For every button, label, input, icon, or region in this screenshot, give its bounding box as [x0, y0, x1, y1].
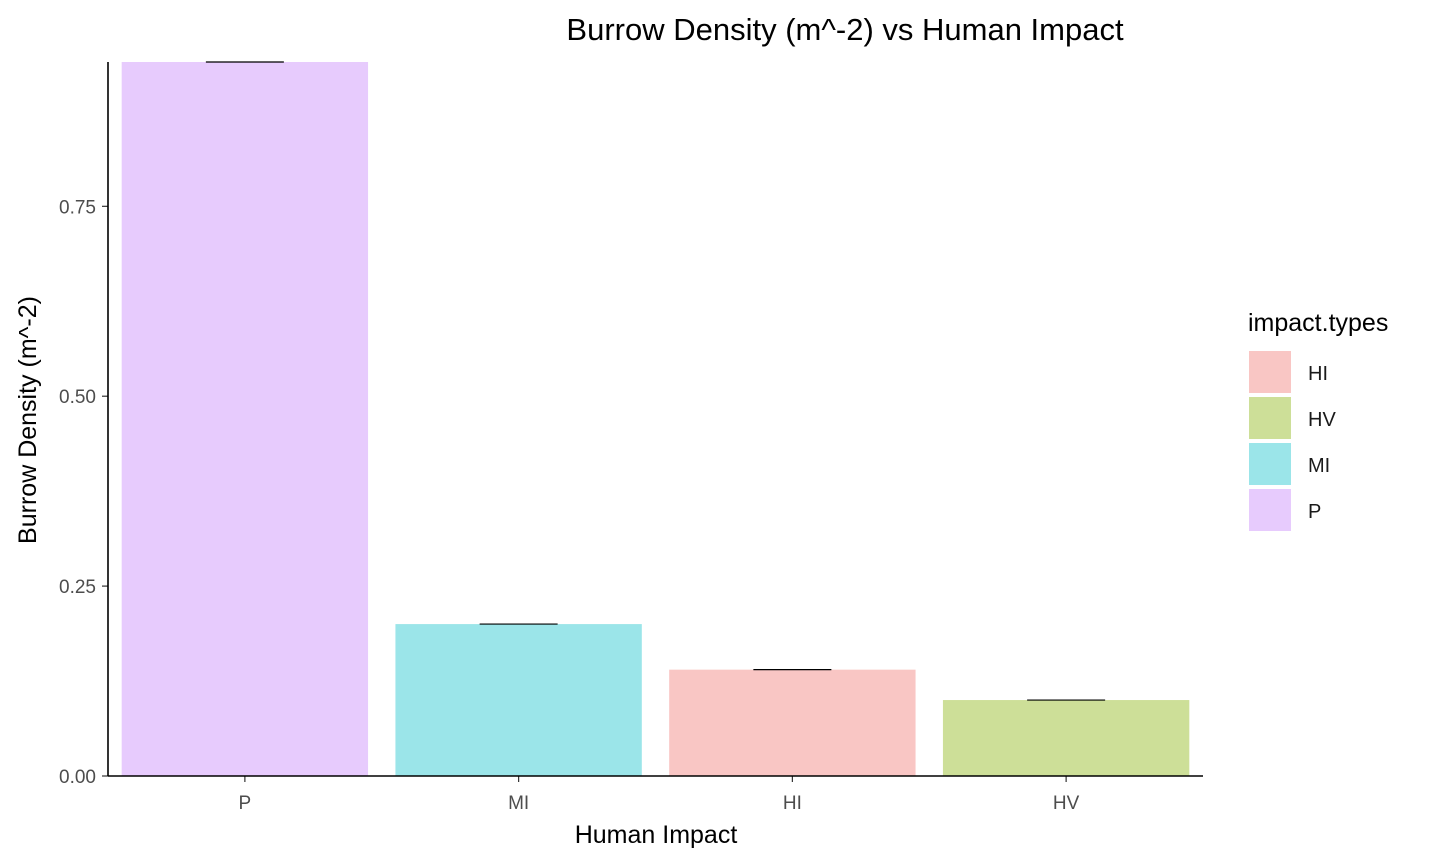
legend-label-hv: HV	[1308, 409, 1336, 431]
y-tick-label: 0.75	[59, 197, 96, 218]
bar-mi	[395, 624, 642, 776]
legend: impact.types HI HV MI P	[1248, 309, 1388, 531]
x-axis-title: Human Impact	[575, 821, 738, 849]
legend-label-mi: MI	[1308, 455, 1330, 477]
x-tick-label-hv: HV	[1053, 793, 1080, 814]
y-tick-label: 0.50	[59, 387, 96, 408]
bar-p	[121, 62, 369, 776]
chart-title: Burrow Density (m^-2) vs Human Impact	[566, 12, 1124, 47]
legend-label-hi: HI	[1308, 363, 1328, 385]
legend-key-p	[1249, 489, 1291, 531]
bar-hv	[942, 700, 1190, 776]
legend-title: impact.types	[1248, 309, 1388, 337]
y-tick-label: 0.00	[59, 767, 96, 788]
y-axis-title: Burrow Density (m^-2)	[14, 296, 42, 544]
legend-key-hv	[1249, 397, 1291, 439]
x-tick-label-p: P	[239, 793, 252, 814]
x-tick-label-hi: HI	[783, 793, 802, 814]
legend-key-mi	[1249, 443, 1291, 485]
plot-area: P MI HI HV 0.00 0.25 0.50 0.75	[59, 61, 1203, 814]
x-tick-label-mi: MI	[508, 793, 529, 814]
legend-key-hi	[1249, 351, 1291, 393]
legend-label-p: P	[1308, 501, 1321, 523]
y-tick-label: 0.25	[59, 577, 96, 598]
bar-hi	[669, 669, 916, 776]
